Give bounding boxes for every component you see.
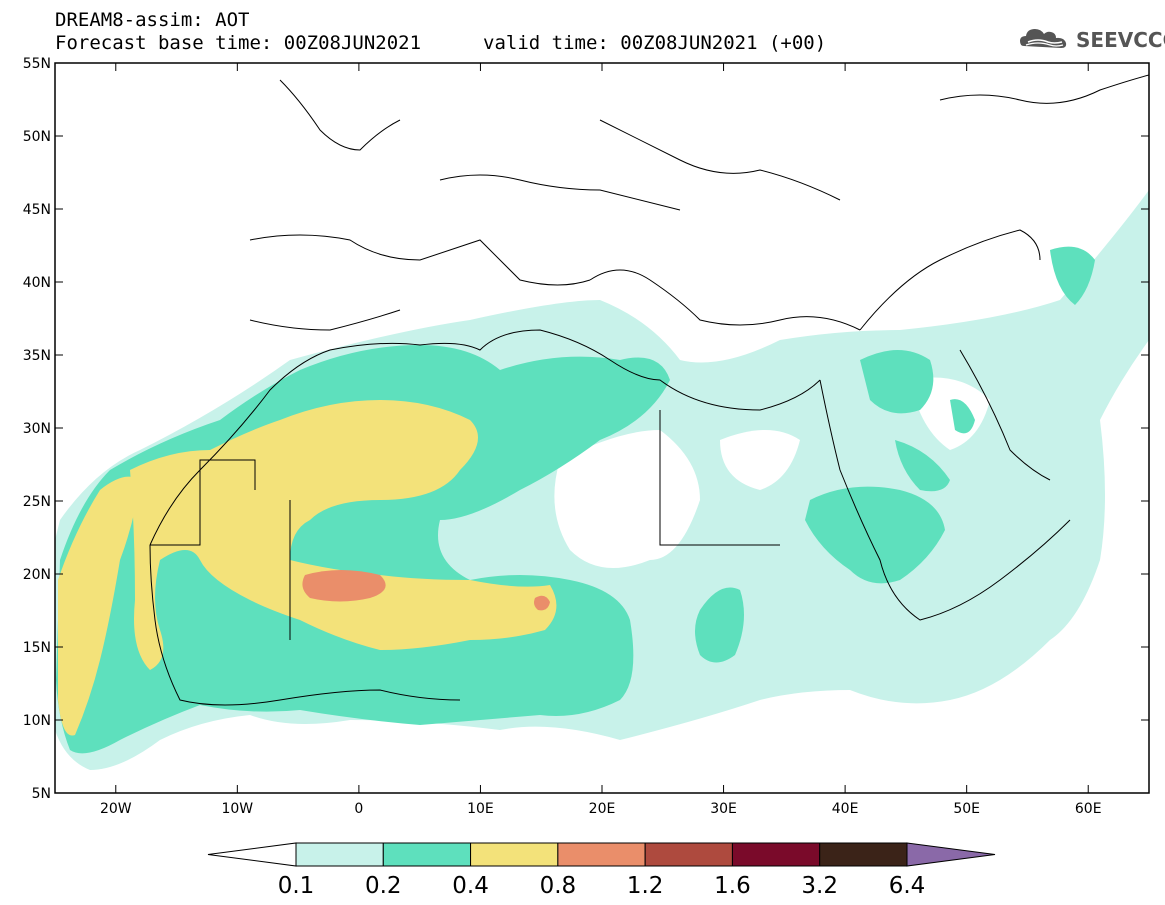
colorbar-swatch (644, 842, 733, 867)
colorbar-label: 0.4 (452, 873, 489, 899)
aot-fields (55, 190, 1149, 770)
lon-tick-label: 60E (1075, 801, 1102, 817)
colorbar-swatch (819, 842, 908, 867)
aot-band-0.2 (695, 587, 744, 663)
lon-tick-label: 30E (710, 801, 737, 817)
lat-tick-label: 50N (23, 129, 51, 145)
lat-tick-label: 10N (23, 713, 51, 729)
lon-tick-label: 0 (354, 801, 363, 817)
lon-tick-label: 40E (832, 801, 859, 817)
lat-tick-label: 5N (32, 786, 51, 802)
lon-tick-label: 10W (221, 801, 253, 817)
lat-tick-label: 55N (23, 56, 51, 72)
longitude-axis: 20W 10W 0 10E 20E 30E 40E 50E 60E (100, 63, 1102, 817)
aot-band-0.2 (805, 486, 945, 584)
lat-tick-label: 45N (23, 202, 51, 218)
aot-band-0.8 (534, 595, 550, 611)
aot-band-0.2 (950, 399, 975, 434)
lat-tick-label: 20N (23, 567, 51, 583)
lat-tick-label: 15N (23, 640, 51, 656)
colorbar-over (906, 842, 996, 867)
lon-tick-label: 20E (589, 801, 616, 817)
colorbar-label: 6.4 (889, 873, 926, 899)
colorbar-under (207, 842, 297, 867)
colorbar-label: 0.2 (365, 873, 402, 899)
aot-band-0.2 (860, 350, 934, 414)
lon-tick-label: 50E (953, 801, 980, 817)
aot-band-0.2 (56, 345, 670, 754)
aot-band-0.2 (1050, 246, 1095, 305)
seevccc-logo: SEEVCCC (1018, 24, 1165, 54)
colorbar-label: 0.1 (278, 873, 315, 899)
colorbar-label: 1.6 (714, 873, 751, 899)
colorbar-swatch (382, 842, 472, 867)
colorbar-swatch (731, 842, 821, 867)
lat-tick-label: 35N (23, 348, 51, 364)
coastlines (149, 74, 1149, 706)
colorbar-label: 0.8 (540, 873, 577, 899)
aot-band-0.8 (302, 570, 386, 602)
cloud-logo-icon (1020, 29, 1067, 48)
aot-colorbar: 0.1 0.2 0.4 0.8 1.2 1.6 3.2 6.4 (207, 842, 996, 899)
lat-tick-label: 30N (23, 421, 51, 437)
lat-tick-label: 40N (23, 275, 51, 291)
lon-tick-label: 10E (467, 801, 494, 817)
map-title: DREAM8-assim: AOT (55, 9, 250, 31)
lon-tick-label: 20W (100, 801, 132, 817)
colorbar-swatch (557, 842, 646, 867)
lat-tick-label: 25N (23, 494, 51, 510)
forecast-base-time: Forecast base time: 00Z08JUN2021 (55, 32, 422, 54)
logo-text: SEEVCCC (1076, 28, 1165, 52)
aot-band-0.4 (58, 476, 140, 736)
colorbar-label: 1.2 (627, 873, 664, 899)
latitude-axis: 55N 50N 45N 40N 35N 30N 25N 20N 15N 10N 5N (23, 56, 1149, 802)
colorbar-swatch (295, 842, 384, 867)
colorbar-label: 3.2 (801, 873, 838, 899)
valid-time: valid time: 00Z08JUN2021 (+00) (483, 32, 827, 54)
colorbar-swatch (470, 842, 559, 867)
aot-band-0.4 (130, 400, 557, 670)
aot-band-0.2 (895, 440, 950, 492)
